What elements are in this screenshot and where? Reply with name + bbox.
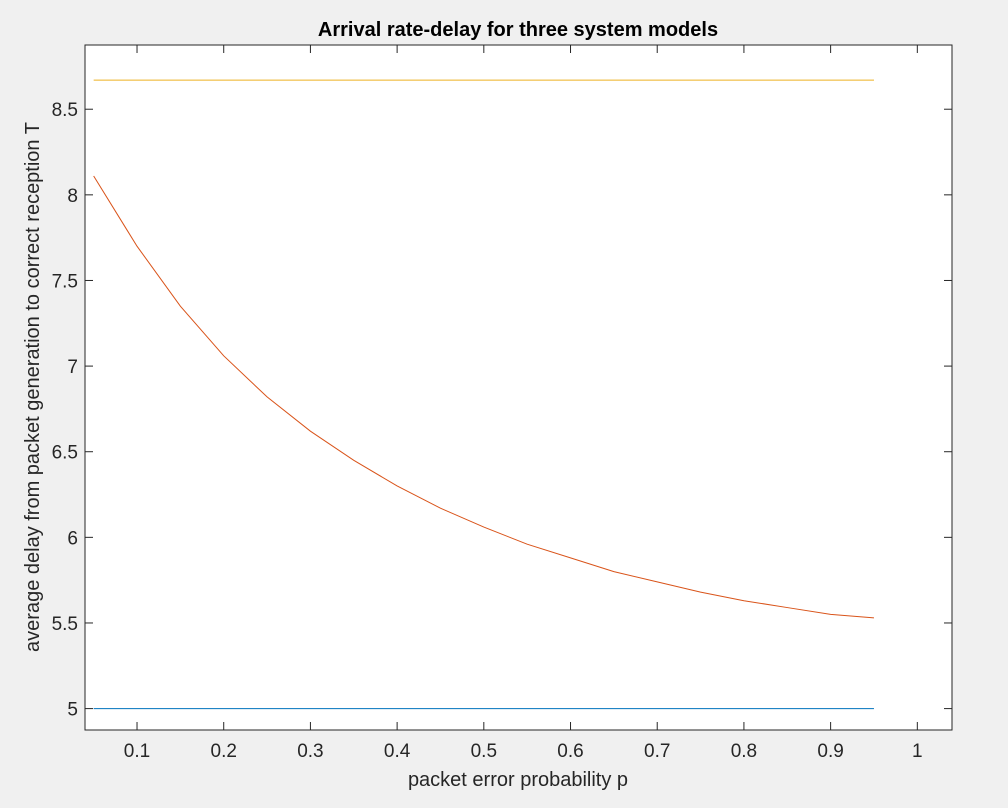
- y-ticks: 5 5.5 6 6.5 7 7.5 8 8.5: [52, 100, 952, 721]
- plot-area: [85, 45, 952, 730]
- x-tick-label: 0.7: [644, 741, 670, 762]
- series-layer: [93, 79, 875, 710]
- x-axis-label: packet error probability p: [408, 769, 628, 791]
- x-ticks: 0.1 0.2 0.3 0.4 0.5 0.6 0.7 0.8 0.9 1: [124, 45, 923, 762]
- y-tick-label: 5.5: [52, 614, 78, 635]
- series-line-2: [93, 175, 875, 619]
- x-tick-label: 0.9: [817, 741, 843, 762]
- y-tick-label: 6.5: [52, 443, 78, 464]
- y-tick-label: 8: [67, 186, 78, 207]
- x-tick-label: 1: [912, 741, 923, 762]
- x-tick-label: 0.4: [384, 741, 411, 762]
- y-tick-label: 6: [67, 528, 78, 549]
- x-tick-label: 0.5: [471, 741, 497, 762]
- x-tick-label: 0.6: [557, 741, 583, 762]
- y-tick-label: 5: [67, 700, 78, 721]
- x-tick-label: 0.1: [124, 741, 150, 762]
- y-tick-label: 7.5: [52, 271, 78, 292]
- x-tick-label: 0.3: [297, 741, 323, 762]
- axes-box: [84, 44, 953, 731]
- y-axis-label: average delay from packet generation to …: [22, 122, 44, 652]
- y-tick-label: 8.5: [52, 100, 78, 121]
- x-tick-label: 0.2: [211, 741, 237, 762]
- x-tick-label: 0.8: [731, 741, 757, 762]
- chart-title: Arrival rate-delay for three system mode…: [318, 19, 718, 41]
- y-tick-label: 7: [67, 357, 78, 378]
